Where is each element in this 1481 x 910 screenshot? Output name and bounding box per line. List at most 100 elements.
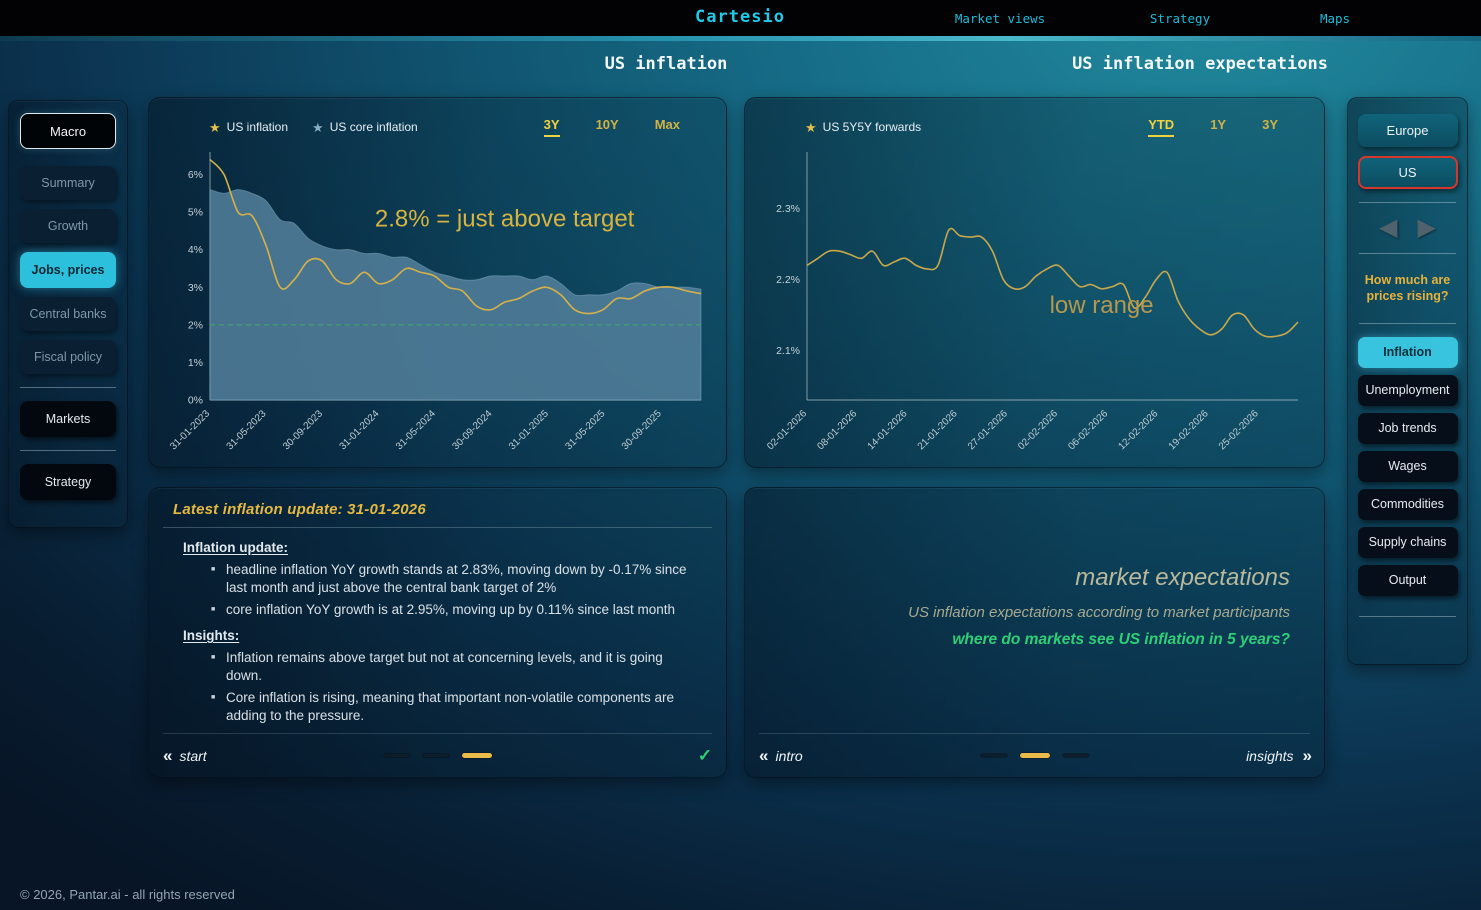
next-arrow-icon[interactable]: ▶ <box>1417 214 1436 241</box>
pager-dash[interactable] <box>1062 754 1089 757</box>
chart-us-inflation-expectations: 2.1% 2.2% 2.3% 02-01-2026 08-01-2026 14-01-20… <box>765 152 1299 452</box>
back-button[interactable]: « start <box>163 746 207 766</box>
app-logo[interactable]: Cartesio <box>695 7 785 27</box>
expectations-panel-footer: « intro insights » <box>759 733 1312 777</box>
x-axis-label: 30-09-2023 <box>281 408 325 452</box>
region-button-us[interactable]: US <box>1357 156 1458 189</box>
pager-dash[interactable] <box>980 754 1007 757</box>
legend-us-inflation[interactable]: ★ US inflation <box>209 120 288 134</box>
us-inflation-chart-panel: ★ US inflation ★ US core inflation 3Y 10Y Max 0… <box>148 97 727 468</box>
y-axis-label: 4% <box>188 244 203 256</box>
y-axis-label: 2% <box>188 319 203 331</box>
pager-dashes <box>980 753 1089 758</box>
x-axis-label: 31-05-2025 <box>563 408 607 452</box>
bullet-item: headline inflation YoY growth stands at … <box>211 561 688 598</box>
topic-button-output[interactable]: Output <box>1357 564 1458 596</box>
y-axis-label: 0% <box>188 395 203 407</box>
y-axis-label: 2.2% <box>776 274 800 286</box>
copyright-text: © 2026, Pantar.ai - all rights reserved <box>20 887 235 902</box>
x-axis-label: 31-01-2023 <box>168 408 212 452</box>
update-sections: Inflation update: headline inflation YoY … <box>173 540 702 726</box>
expectations-question: where do markets see US inflation in 5 y… <box>952 631 1290 648</box>
bullet-item: Core inflation is rising, meaning that i… <box>211 689 688 726</box>
legend-us-5y5y-forwards[interactable]: ★ US 5Y5Y forwards <box>805 120 921 134</box>
range-button-3y[interactable]: 3Y <box>543 117 560 137</box>
expectations-subheading: US inflation expectations according to m… <box>908 604 1290 621</box>
x-axis-label: 02-02-2026 <box>1016 408 1060 452</box>
range-button-max[interactable]: Max <box>654 117 680 132</box>
right-sidebar: Europe US ◀ ▶ How much are prices rising?… <box>1347 97 1468 665</box>
topic-button-commodities[interactable]: Commodities <box>1357 488 1458 520</box>
double-chevron-left-icon: « <box>163 745 173 765</box>
chart-us-inflation: 0% 1% 2% 3% 4% 5% 6% 31-01-2023 31-05-2023 30-09-… <box>168 152 702 452</box>
sidebar-divider <box>1359 202 1456 203</box>
sidebar-item-macro[interactable]: Macro <box>20 113 116 149</box>
topic-buttons: Inflation Unemployment Job trends Wages Comm… <box>1348 336 1467 596</box>
bullet-item: Inflation remains above target but not a… <box>211 649 688 686</box>
topic-button-inflation[interactable]: Inflation <box>1357 336 1458 368</box>
topic-button-job-trends[interactable]: Job trends <box>1357 412 1458 444</box>
sidebar-divider <box>20 450 116 451</box>
x-axis-label: 14-01-2026 <box>866 408 910 452</box>
y-axis-label: 3% <box>188 282 203 294</box>
pager-dash-active[interactable] <box>461 753 492 758</box>
sidebar-item-central-banks[interactable]: Central banks <box>20 297 116 331</box>
section-heading: Insights: <box>183 628 240 644</box>
sidebar-item-fiscal-policy[interactable]: Fiscal policy <box>20 340 116 374</box>
range-button-3y[interactable]: 3Y <box>1262 117 1278 132</box>
left-sidebar: Macro Summary Growth Jobs, prices Central b… <box>8 100 128 528</box>
section-heading: Inflation update: <box>183 540 288 555</box>
range-selector: YTD 1Y 3Y <box>1148 117 1278 137</box>
sidebar-item-growth[interactable]: Growth <box>20 209 116 243</box>
sidebar-item-markets[interactable]: Markets <box>20 401 116 437</box>
sidebar-item-summary[interactable]: Summary <box>20 166 116 200</box>
top-gradient-strip <box>0 36 1481 41</box>
pager-arrows: ◀ ▶ <box>1348 216 1467 240</box>
pager-dash-active[interactable] <box>1019 753 1050 758</box>
x-axis-label: 19-02-2026 <box>1167 408 1211 452</box>
series-line-us-5y5y-forwards <box>806 227 1299 338</box>
region-button-europe[interactable]: Europe <box>1357 114 1458 147</box>
pager-dash[interactable] <box>422 754 449 757</box>
x-axis-label: 30-09-2024 <box>450 408 494 452</box>
range-selector: 3Y 10Y Max <box>543 117 680 137</box>
nav-item-maps[interactable]: Maps <box>1319 11 1351 26</box>
sidebar-item-jobs-prices[interactable]: Jobs, prices <box>20 252 116 288</box>
title-divider <box>163 527 712 528</box>
star-icon: ★ <box>312 119 324 135</box>
pager-dash[interactable] <box>383 754 410 757</box>
inflation-expectations-chart-panel: ★ US 5Y5Y forwards YTD 1Y 3Y 2.1% 2.2% 2.3% 02-0… <box>744 97 1325 468</box>
bullet-item: core inflation YoY growth is at 2.95%, m… <box>211 601 688 619</box>
range-button-10y[interactable]: 10Y <box>595 117 619 132</box>
sidebar-divider <box>1359 253 1456 254</box>
back-button[interactable]: « intro <box>759 746 803 766</box>
expectations-heading: market expectations <box>1075 564 1290 591</box>
nav-item-market-views[interactable]: Market views <box>954 11 1046 26</box>
topic-button-wages[interactable]: Wages <box>1357 450 1458 482</box>
x-axis-label: 06-02-2026 <box>1066 408 1110 452</box>
page-title-right: US inflation expectations <box>1072 54 1328 74</box>
page-title-left: US inflation <box>604 54 728 74</box>
range-button-ytd[interactable]: YTD <box>1148 117 1175 137</box>
back-label: start <box>179 747 207 764</box>
legend-us-core-inflation[interactable]: ★ US core inflation <box>312 120 418 134</box>
sidebar-item-strategy[interactable]: Strategy <box>20 464 116 500</box>
star-icon: ★ <box>805 119 817 135</box>
forward-button[interactable]: insights » <box>1246 746 1312 766</box>
star-icon: ★ <box>209 119 221 135</box>
x-axis-label: 31-01-2024 <box>338 408 382 452</box>
topic-button-unemployment[interactable]: Unemployment <box>1357 374 1458 406</box>
top-nav: Cartesio Market views Strategy Maps <box>0 0 1481 36</box>
x-axis-label: 31-01-2025 <box>507 408 551 452</box>
topic-button-supply-chains[interactable]: Supply chains <box>1357 526 1458 558</box>
legend-label: US 5Y5Y forwards <box>822 120 922 134</box>
y-axis-label: 5% <box>188 207 203 219</box>
pager-dashes <box>383 753 492 758</box>
nav-item-strategy[interactable]: Strategy <box>1149 11 1211 26</box>
x-axis-label: 31-05-2023 <box>225 408 269 452</box>
y-axis-label: 2.1% <box>776 345 800 357</box>
chart-annotation: 2.8% = just above target <box>375 205 635 232</box>
prev-arrow-icon[interactable]: ◀ <box>1379 214 1398 241</box>
range-button-1y[interactable]: 1Y <box>1210 117 1227 132</box>
x-axis-label: 30-09-2025 <box>620 408 664 452</box>
